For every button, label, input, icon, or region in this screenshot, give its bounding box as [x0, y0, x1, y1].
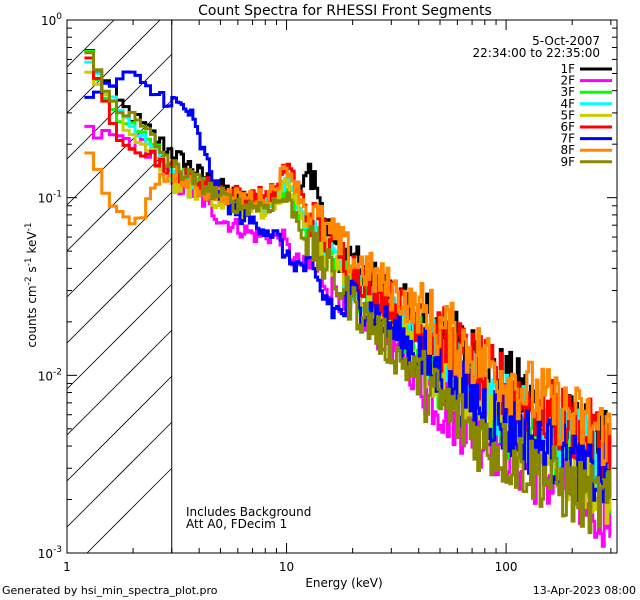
hatch-line: [67, 421, 173, 528]
hatch-line: [67, 99, 173, 206]
legend-label-4F: 4F: [560, 97, 575, 111]
footer-generated-by: Generated by hsi_min_spectra_plot.pro: [2, 584, 218, 597]
plot-frame: [66, 19, 618, 554]
legend-label-5F: 5F: [560, 108, 575, 122]
legend-time-range: 22:34:00 to 22:35:00: [473, 46, 600, 60]
footer-timestamp: 13-Apr-2023 08:00: [532, 584, 636, 597]
legend-date: 5-Oct-2007: [532, 34, 600, 48]
y-tick-label: 100: [41, 12, 62, 28]
hatch-line: [86, 467, 173, 553]
hatch-line: [67, 20, 115, 68]
chart-title: Count Spectra for RHESSI Front Segments: [198, 3, 492, 19]
x-tick-label: 1: [63, 560, 71, 574]
legend-label-1F: 1F: [560, 62, 575, 76]
y-axis-label: counts cm-2 s-1 keV-1: [24, 222, 39, 347]
x-tick-label: 10: [279, 560, 294, 574]
hatch-line: [67, 191, 173, 298]
legend-label-7F: 7F: [560, 132, 575, 146]
series-line-8F: [84, 151, 612, 466]
axis-ticks: [66, 19, 617, 554]
y-tick-labels: 100 10-1 10-2 10-3: [38, 12, 63, 561]
hatch-line: [67, 329, 173, 436]
y-tick-label: 10-3: [38, 545, 62, 561]
legend-label-3F: 3F: [560, 85, 575, 99]
legend-label-8F: 8F: [560, 143, 575, 157]
legend-label-6F: 6F: [560, 120, 575, 134]
x-axis-label: Energy (keV): [305, 576, 382, 590]
series-lines: [84, 49, 612, 548]
hatch-line: [67, 375, 173, 482]
annotation-background: Includes Background: [186, 505, 311, 519]
hatch-line: [67, 53, 173, 160]
annotation-attenuator: Att A0, FDecim 1: [186, 517, 287, 531]
hatch-line: [67, 283, 173, 390]
hatch-line: [67, 237, 173, 344]
hatch-line: [67, 20, 69, 22]
x-tick-label: 100: [495, 560, 518, 574]
series-line-9F: [84, 51, 612, 535]
hatch-line: [67, 20, 161, 114]
hatched-region: [67, 20, 173, 553]
legend: 5-Oct-2007 22:34:00 to 22:35:00 1F2F3F4F…: [473, 34, 612, 169]
legend-label-2F: 2F: [560, 74, 575, 88]
legend-label-9F: 9F: [560, 155, 575, 169]
y-tick-label: 10-2: [38, 367, 62, 383]
y-tick-label: 10-1: [38, 190, 62, 206]
x-tick-labels: 1 10 100: [63, 560, 517, 574]
